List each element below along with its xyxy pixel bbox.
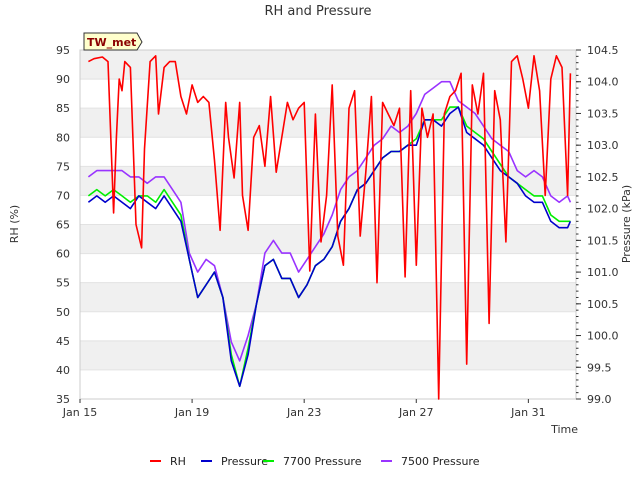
right-tick-label: 99.5	[587, 361, 612, 374]
chart-title: RH and Pressure	[264, 4, 371, 19]
legend: RH Pressure 7700 Pressure 7500 Pressure	[150, 455, 480, 468]
right-tick-label: 101.5	[587, 234, 619, 247]
right-tick-label: 100.0	[587, 330, 619, 343]
left-tick-label: 40	[56, 364, 70, 377]
right-tick-label: 103.5	[587, 107, 619, 120]
right-axis: 99.0 99.5 100.0 100.5 101.0 101.5 102.0 102.5 10…	[576, 44, 619, 406]
right-tick-label: 103.0	[587, 139, 619, 152]
x-tick-label: Jan 27	[398, 406, 433, 419]
right-tick-label: 104.0	[587, 76, 619, 89]
series-line-7500-pressure	[87, 80, 572, 362]
plot-frame	[79, 49, 577, 400]
x-axis-label: Time	[550, 423, 578, 436]
left-tick-label: 70	[56, 189, 70, 202]
legend-label: 7500 Pressure	[401, 455, 480, 468]
legend-item: Pressure	[201, 455, 268, 468]
series-lines	[87, 54, 572, 400]
right-tick-label: 99.0	[587, 393, 612, 406]
right-tick-label: 104.5	[587, 44, 619, 57]
left-tick-label: 60	[56, 248, 70, 261]
x-tick-label: Jan 31	[510, 406, 545, 419]
legend-item: RH	[150, 455, 186, 468]
series-line-pressure	[87, 106, 572, 388]
grid-band	[80, 340, 576, 370]
legend-label: 7700 Pressure	[283, 455, 362, 468]
left-axis-label: RH (%)	[8, 205, 21, 243]
left-tick-label: 90	[56, 73, 70, 86]
left-tick-label: 75	[56, 160, 70, 173]
left-tick-label: 35	[56, 393, 70, 406]
right-tick-label: 102.5	[587, 171, 619, 184]
right-axis-label: Pressure (kPa)	[620, 185, 633, 263]
left-tick-label: 45	[56, 335, 70, 348]
legend-item: 7700 Pressure	[263, 455, 362, 468]
left-tick-label: 95	[56, 44, 70, 57]
x-tick-label: Jan 19	[174, 406, 209, 419]
legend-label: Pressure	[221, 455, 268, 468]
right-tick-label: 101.0	[587, 266, 619, 279]
left-tick-label: 50	[56, 306, 70, 319]
grid-band	[80, 282, 576, 312]
grid-bands	[80, 50, 576, 400]
left-axis: 35 40 45 50 55 60 65 70 75 80 85 90 95	[56, 44, 70, 406]
left-tick-label: 80	[56, 131, 70, 144]
station-badge: TW_met	[83, 32, 143, 51]
left-tick-label: 55	[56, 277, 70, 290]
legend-label: RH	[170, 455, 186, 468]
legend-item: 7500 Pressure	[381, 455, 480, 468]
x-axis: Jan 15 Jan 19 Jan 23 Jan 27 Jan 31	[62, 399, 546, 419]
badge-box	[83, 32, 143, 51]
left-tick-label: 65	[56, 219, 70, 232]
x-tick-label: Jan 23	[286, 406, 321, 419]
right-tick-label: 100.5	[587, 298, 619, 311]
series-line-rh	[88, 54, 572, 400]
x-tick-label: Jan 15	[62, 406, 97, 419]
right-tick-label: 102.0	[587, 203, 619, 216]
grid-band	[80, 50, 576, 80]
badge-label: TW_met	[87, 36, 136, 49]
grid-band	[80, 224, 576, 254]
left-tick-label: 85	[56, 102, 70, 115]
